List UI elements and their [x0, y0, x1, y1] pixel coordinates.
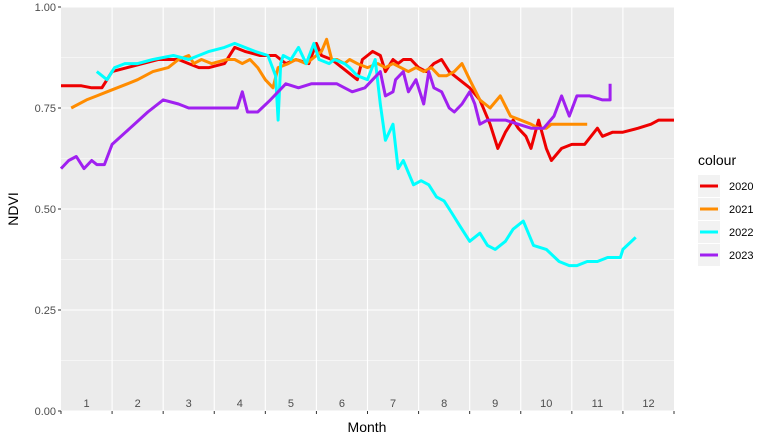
series-line-2023: [59, 70, 612, 171]
y-tick-label: 1.00: [35, 2, 56, 14]
y-axis-title: NDVI: [5, 192, 21, 225]
y-tick-label: 0.50: [35, 204, 56, 216]
legend-label-2023: 2023: [729, 250, 753, 262]
legend: colour 2020 2021 2022 2023: [698, 152, 753, 266]
series-lines: [59, 37, 674, 268]
month-label: 1: [83, 398, 89, 410]
series-line-2020: [61, 41, 674, 162]
month-label: 10: [540, 398, 552, 410]
legend-label-2021: 2021: [729, 204, 753, 216]
y-tick-label: 0.00: [35, 406, 56, 418]
month-label: 6: [339, 398, 345, 410]
x-axis-title: Month: [348, 419, 387, 435]
month-label: 4: [237, 398, 243, 410]
legend-label-2020: 2020: [729, 181, 753, 193]
month-label: 2: [135, 398, 141, 410]
month-label: 12: [642, 398, 654, 410]
legend-items: 2020 2021 2022 2023: [698, 175, 753, 266]
month-label: 3: [186, 398, 192, 410]
month-label: 5: [288, 398, 294, 410]
month-label: 7: [390, 398, 396, 410]
month-labels: 1 2 3 4 5 6 7 8 9 10 11 12: [60, 398, 675, 414]
y-tick-label: 0.75: [35, 103, 56, 115]
y-tick-label: 0.25: [35, 305, 56, 317]
legend-title: colour: [698, 152, 736, 168]
month-label: 11: [592, 398, 603, 410]
series-line-2022: [95, 41, 637, 268]
month-label: 8: [441, 398, 447, 410]
month-label: 9: [492, 398, 498, 410]
y-axis-ticks: 0.00 0.25 0.50 0.75 1.00: [35, 2, 61, 418]
legend-label-2022: 2022: [729, 227, 753, 239]
